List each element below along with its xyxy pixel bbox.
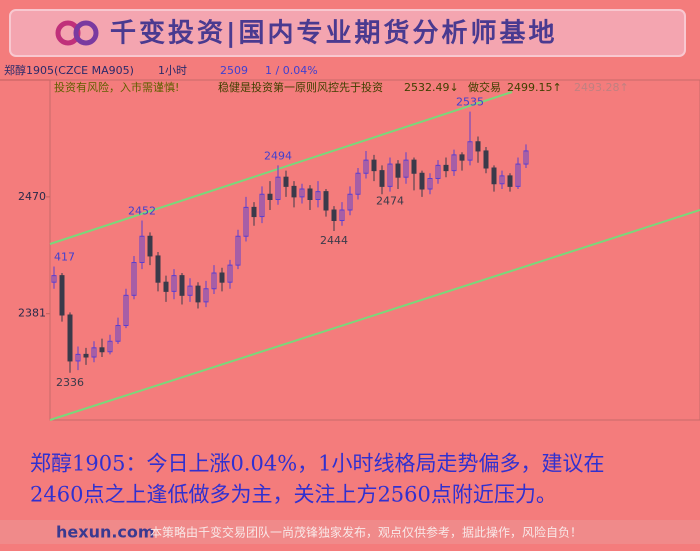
symbol[interactable]: 郑醇1905(CZCE MA905) (4, 63, 134, 77)
candle-body (115, 325, 121, 342)
candle-body (211, 272, 217, 290)
candle-body (507, 175, 513, 187)
candle-body (451, 154, 457, 172)
candle-body (275, 176, 281, 200)
candle-body (91, 347, 97, 358)
candle-body (267, 193, 273, 200)
candle-body (59, 275, 65, 316)
risk-note: 投资有风险，入市需谨慎! (54, 80, 179, 94)
price: 2509 (220, 64, 248, 77)
candle-body (387, 163, 393, 187)
candle-body (67, 314, 73, 362)
candle-body (139, 235, 145, 263)
channel-upper (49, 91, 513, 245)
candle-body (419, 172, 425, 190)
plot-frame (49, 79, 700, 421)
candle-body (411, 159, 417, 174)
header-box (9, 9, 686, 57)
candle-body (427, 178, 433, 190)
candle-body (355, 172, 361, 195)
annotation: 2474 (376, 195, 404, 208)
candle-body (379, 170, 385, 187)
candle-body (347, 193, 353, 211)
candle-body (195, 285, 201, 303)
candle-body (171, 275, 177, 292)
commentary-line: 2460点之上逢低做多为主，关注上方2560点附近压力。 (30, 483, 557, 507)
candle-body (395, 163, 401, 178)
annotation: 417 (54, 250, 75, 263)
annotation: 2452 (128, 205, 156, 218)
candle-body (499, 175, 505, 185)
candle-body (203, 288, 209, 303)
change: 1 / 0.04% (265, 64, 318, 77)
candle-body (491, 167, 497, 185)
y-tick-label: 2381 (18, 307, 46, 320)
candle-body (339, 209, 345, 221)
candle-body (179, 275, 185, 296)
candle-body (307, 188, 313, 200)
candle-body (227, 264, 233, 283)
candle-body (459, 154, 465, 161)
motto: 稳健是投资第一原则风控先于投资 (218, 80, 383, 94)
price-2: 2499.15↑ (507, 81, 562, 94)
candle-body (435, 164, 441, 179)
candle-body (187, 285, 193, 296)
price-3: 2493.28↑ (574, 81, 629, 94)
candle-body (515, 163, 521, 187)
candle-body (259, 193, 265, 218)
candle-body (243, 206, 249, 237)
footer-note: 本策略由千变交易团队一尚茂锋独家发布，观点仅供参考，据此操作，风险自负！ (150, 525, 582, 540)
channel-lower (49, 209, 700, 421)
candle-body (51, 275, 57, 283)
candle-body (331, 209, 337, 221)
trade-label[interactable]: 做交易 (468, 80, 501, 94)
annotation: 2444 (320, 234, 348, 247)
candle-body (163, 281, 169, 292)
candle-body (251, 206, 257, 218)
annotation: 2535 (456, 96, 484, 109)
candle-body (315, 191, 321, 200)
candle-body (363, 159, 369, 174)
candle-body (443, 164, 449, 172)
logo (55, 20, 99, 46)
annotation: 2494 (264, 149, 292, 162)
candle-body (147, 235, 153, 257)
footer-site[interactable]: hexun.com (56, 523, 155, 542)
candle-body (523, 150, 529, 165)
commentary-line: 郑醇1905：今日上涨0.04%，1小时线格局走势偏多，建议在 (30, 452, 605, 476)
candle-body (371, 159, 377, 172)
candle-body (299, 188, 305, 198)
candle-body (283, 176, 289, 187)
candle-body (131, 262, 137, 296)
footer-bar (0, 520, 700, 544)
period[interactable]: 1小时 (158, 64, 187, 77)
y-tick-label: 2470 (18, 190, 46, 203)
candle-body (475, 141, 481, 152)
candle-body (403, 159, 409, 178)
annotation: 2336 (56, 376, 84, 389)
candle-body (323, 191, 329, 211)
header-title: 千变投资|国内专业期货分析师基地 (110, 18, 558, 49)
candle-body (123, 294, 129, 326)
candle-body (291, 185, 297, 198)
candle-body (483, 150, 489, 169)
plot: 2381 2470 417 2452 2494 2444 2535 2474 2336 (18, 96, 529, 389)
candle-body (83, 353, 89, 358)
candle-body (75, 353, 81, 362)
candle-body (107, 340, 113, 353)
candle-body (99, 347, 105, 353)
candle-body (219, 272, 225, 283)
candle-body (467, 141, 473, 161)
candle-body (155, 255, 161, 283)
candle-body (235, 235, 241, 266)
price-1: 2532.49↓ (404, 81, 459, 94)
